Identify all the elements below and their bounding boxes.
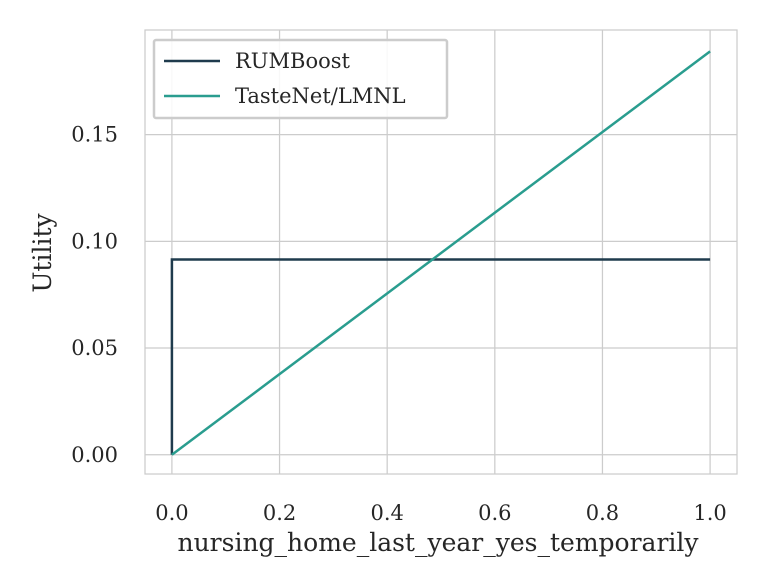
series-layer bbox=[170, 50, 711, 456]
series-line-rumboost bbox=[170, 258, 711, 455]
legend-label-tastenet-lmnl: TasteNet/LMNL bbox=[235, 84, 406, 108]
y-tick-label: 0.15 bbox=[71, 123, 118, 147]
series-line-tastenet-lmnl bbox=[171, 50, 711, 456]
legend-frame bbox=[152, 38, 449, 120]
y-axis-label: Utility bbox=[28, 212, 57, 292]
plot-frame bbox=[144, 29, 738, 475]
y-tick-label: 0.00 bbox=[71, 443, 118, 467]
y-tick-label: 0.05 bbox=[71, 336, 118, 360]
x-tick-label: 0.2 bbox=[263, 501, 296, 525]
x-tick-label: 0.6 bbox=[478, 501, 511, 525]
x-tick-label: 0.8 bbox=[586, 501, 619, 525]
x-tick-label: 0.0 bbox=[155, 501, 188, 525]
tick-labels: 0.0 0.2 0.4 0.6 0.8 1.0 0.00 0.05 0.10 0.15 bbox=[71, 123, 727, 525]
legend: RUMBoost TasteNet/LMNL bbox=[152, 38, 449, 120]
x-axis-label: nursing_home_last_year_yes_temporarily bbox=[177, 528, 699, 557]
y-tick-label: 0.10 bbox=[71, 229, 118, 253]
x-tick-label: 0.4 bbox=[370, 501, 403, 525]
legend-label-rumboost: RUMBoost bbox=[235, 49, 351, 73]
x-tick-label: 1.0 bbox=[693, 501, 726, 525]
